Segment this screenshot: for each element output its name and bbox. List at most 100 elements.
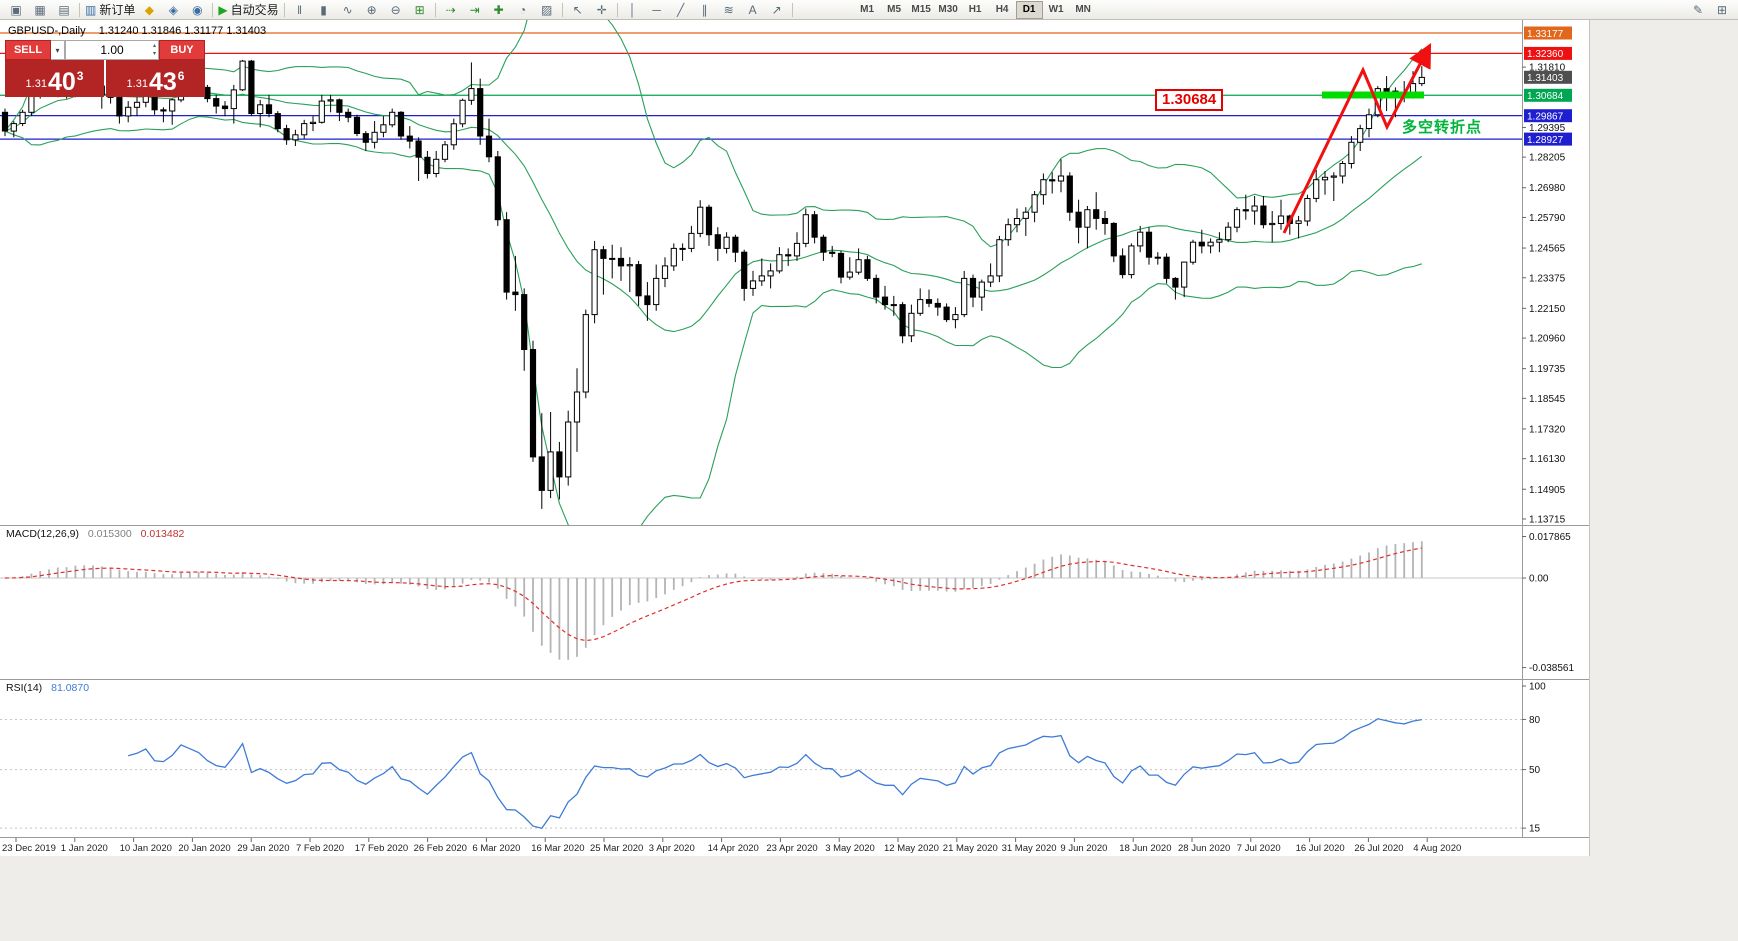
text-icon[interactable]: A (741, 1, 765, 19)
svg-text:20 Jan 2020: 20 Jan 2020 (178, 843, 230, 854)
data-window-icon[interactable]: ◈ (161, 1, 185, 19)
svg-text:1.14905: 1.14905 (1529, 485, 1566, 496)
timeframe-m5-button[interactable]: M5 (887, 4, 902, 15)
price-tag-1.30684 (1524, 88, 1572, 102)
timeframe-mn-button[interactable]: MN (1075, 4, 1091, 15)
bid-price-sup: 3 (76, 69, 84, 83)
new-order-button-label: 新订单 (99, 3, 136, 17)
macd-signal-value: 0.013482 (140, 528, 185, 540)
terminal-icon: ▣ (10, 2, 22, 17)
trend-arrow-annotation[interactable] (1282, 43, 1432, 234)
zoom-out-icon: ⊖ (390, 2, 401, 17)
toolbar-separator (791, 2, 793, 17)
macd-name: MACD(12,26,9) (6, 528, 79, 540)
price-tag-1.32360 (1524, 46, 1572, 60)
autoscroll-icon[interactable]: ⇢ (439, 1, 463, 19)
spinner-down-icon[interactable]: ▾ (152, 51, 156, 57)
bollinger-middle (4, 91, 1423, 333)
new-chart-icon[interactable]: ▦ (28, 1, 52, 19)
channel-icon[interactable]: ∥ (693, 1, 717, 19)
sell-button[interactable]: SELL (5, 40, 51, 60)
svg-text:1.24565: 1.24565 (1529, 244, 1566, 255)
svg-text:1.18545: 1.18545 (1529, 394, 1566, 405)
bid-price-big: 40 (47, 68, 76, 96)
chart-shift-icon[interactable]: ⇥ (463, 1, 487, 19)
marketwatch-icon[interactable]: ◆ (137, 1, 161, 19)
timeframe-m30-button[interactable]: M30 (938, 4, 958, 15)
autotrading-button[interactable]: ▶ 自动交易 (216, 1, 280, 19)
terminal-icon[interactable]: ▣ (4, 1, 28, 19)
svg-text:1.19735: 1.19735 (1529, 364, 1566, 375)
svg-text:21 May 2020: 21 May 2020 (943, 843, 998, 854)
svg-text:10 Jan 2020: 10 Jan 2020 (120, 843, 172, 854)
timeframe-d1-button[interactable]: D1 (1015, 0, 1043, 19)
fibonacci-icon[interactable]: ≋ (717, 1, 741, 19)
grid-icon[interactable]: ⊞ (408, 1, 432, 19)
svg-text:1.28927: 1.28927 (1527, 135, 1564, 146)
line-chart-icon[interactable]: ∿ (336, 1, 360, 19)
indicators-icon: ✚ (493, 2, 504, 17)
cursor-icon[interactable]: ↖ (566, 1, 590, 19)
buy-button[interactable]: BUY (159, 40, 205, 60)
macd-pane (4, 541, 1423, 660)
zoom-in-icon[interactable]: ⊕ (360, 1, 384, 19)
ask-price-sup: 6 (177, 69, 185, 83)
candlestick-chart-icon[interactable]: ▮ (312, 1, 336, 19)
macd-indicator-label: MACD(12,26,9) 0.015300 0.013482 (6, 528, 184, 540)
horizontal-line-icon: ─ (652, 2, 661, 17)
volume-input[interactable]: 1.00 ▴ ▾ (65, 40, 159, 60)
svg-text:1.28205: 1.28205 (1529, 153, 1566, 164)
volume-spinner[interactable]: ▴ ▾ (153, 42, 156, 58)
workspace-filler-right (1590, 20, 1738, 941)
chevron-down-icon: ▾ (55, 45, 60, 55)
turning-point-annotation[interactable]: 多空转折点 (1402, 119, 1483, 136)
chart-window-bg (0, 20, 1590, 856)
trendline-icon[interactable]: ╱ (669, 1, 693, 19)
timeframe-w1-button[interactable]: W1 (1048, 4, 1064, 15)
timeframe-m1-button[interactable]: M1 (860, 4, 875, 15)
trendline-icon: ╱ (676, 2, 685, 17)
autoscroll-icon: ⇢ (445, 2, 456, 17)
new-order-button[interactable]: ▥ 新订单 (83, 1, 137, 19)
timeframe-m15-button[interactable]: M15 (911, 4, 931, 15)
profiles-icon[interactable]: ▤ (52, 1, 76, 19)
svg-text:1.33177: 1.33177 (1527, 29, 1564, 40)
spinner-up-icon[interactable]: ▴ (152, 43, 156, 49)
profiles-icon: ▤ (58, 2, 70, 17)
vertical-line-icon[interactable]: │ (621, 1, 645, 19)
edit-icon[interactable]: ✎ (1692, 2, 1704, 17)
navigator-icon[interactable]: ◉ (185, 1, 209, 19)
price-tag-1.28927 (1524, 132, 1572, 146)
templates-icon[interactable]: ▨ (535, 1, 559, 19)
new-order-button-icon: ▥ (85, 2, 97, 17)
grid-icon: ⊞ (414, 2, 425, 17)
toolbar-separator (212, 2, 214, 17)
ask-price-prefix: 1.31 (126, 78, 148, 90)
indicators-icon[interactable]: ✚ (487, 1, 511, 19)
periodicity-icon[interactable]: ◔ (511, 1, 535, 19)
workspace-filler-bottom (0, 856, 1738, 941)
bid-price-panel[interactable]: 1.31 40 3 (5, 60, 104, 97)
price-tag-1.29867 (1524, 109, 1572, 123)
zoom-out-icon[interactable]: ⊖ (384, 1, 408, 19)
symbol-period-label: GBPUSD-,Daily (8, 25, 86, 37)
chart-ohlc-info: GBPUSD-,Daily 1.31240 1.31846 1.31177 1.… (8, 25, 266, 37)
bar-chart-icon[interactable]: ‖ (288, 1, 312, 19)
arrows-icon[interactable]: ↗ (765, 1, 789, 19)
crosshair-icon[interactable]: ✛ (590, 1, 614, 19)
price-level-callout[interactable]: 1.30684 (1155, 89, 1224, 111)
svg-text:1.13715: 1.13715 (1529, 515, 1566, 526)
line-chart-icon: ∿ (342, 2, 353, 17)
svg-text:1 Jan 2020: 1 Jan 2020 (61, 843, 108, 854)
rsi-line (128, 718, 1422, 830)
volume-dropdown[interactable]: ▾ (51, 40, 65, 60)
horizontal-line-icon[interactable]: ─ (645, 1, 669, 19)
crosshair-icon: ✛ (596, 2, 607, 17)
ohlc-values-label: 1.31240 1.31846 1.31177 1.31403 (98, 25, 267, 37)
windows-icon[interactable]: ⊞ (1716, 2, 1728, 17)
timeframe-h1-button[interactable]: H1 (968, 4, 982, 15)
ask-price-panel[interactable]: 1.31 43 6 (106, 60, 205, 97)
timeframe-h4-button[interactable]: H4 (995, 4, 1009, 15)
toolbar-right-group: ✎ ⊞ (1686, 1, 1734, 19)
